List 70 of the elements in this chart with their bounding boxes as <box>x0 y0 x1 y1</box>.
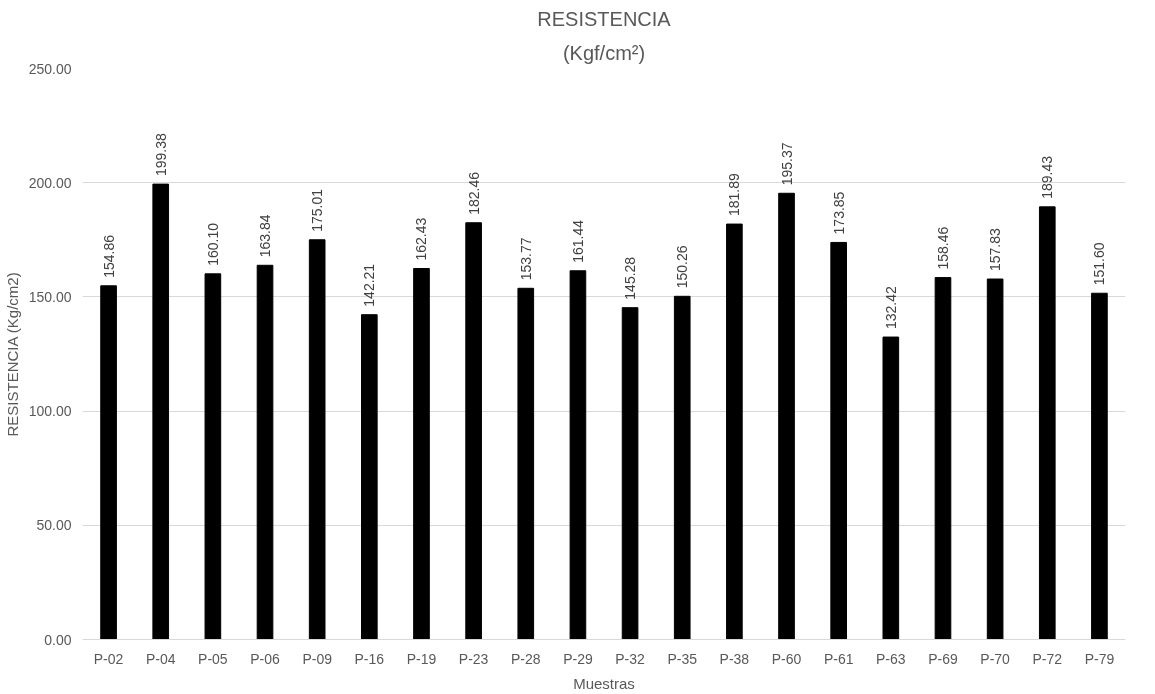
x-tick-label: P-70 <box>980 650 1011 667</box>
x-axis-title: Muestras <box>573 674 635 692</box>
bar <box>569 270 587 640</box>
x-tick-label: P-60 <box>771 650 802 667</box>
data-label: 145.28 <box>622 256 639 300</box>
chart-subtitle: (Kgf/cm²) <box>562 41 646 64</box>
y-tick-label: 250.00 <box>28 60 72 77</box>
data-label: 162.43 <box>413 217 430 261</box>
bar <box>1038 206 1056 640</box>
x-tick-label: P-05 <box>198 650 228 667</box>
bar <box>934 277 952 640</box>
data-label: 161.44 <box>569 219 586 263</box>
x-tick-label: P-63 <box>876 650 906 667</box>
x-tick-label: P-35 <box>667 650 698 667</box>
x-tick-label: P-29 <box>563 650 593 667</box>
data-label: 157.83 <box>987 227 1004 272</box>
x-tick-label: P-72 <box>1032 650 1063 667</box>
y-tick-label: 100.00 <box>28 403 72 420</box>
x-tick-label: P-04 <box>145 650 176 667</box>
data-label: 150.26 <box>674 245 691 289</box>
bar <box>673 295 691 640</box>
data-label: 158.46 <box>934 226 951 270</box>
x-tick-label: P-19 <box>406 650 437 667</box>
y-axis-title: RESISTENCIA (Kg/cm2) <box>3 272 21 437</box>
data-label: 175.01 <box>309 188 326 232</box>
data-label: 153.77 <box>517 237 534 281</box>
data-label: 132.42 <box>882 286 899 330</box>
bar <box>256 264 274 640</box>
data-label: 199.38 <box>152 133 169 177</box>
bar <box>517 287 535 640</box>
y-tick-label: 200.00 <box>28 174 72 191</box>
bar <box>100 285 117 640</box>
bar <box>361 314 378 640</box>
x-tick-label: P-61 <box>823 650 854 667</box>
x-tick-label: P-32 <box>615 650 646 667</box>
data-label: 173.85 <box>830 191 847 235</box>
bar <box>778 192 795 640</box>
x-tick-label: P-79 <box>1084 650 1115 667</box>
data-label: 160.10 <box>204 222 221 266</box>
bar <box>882 336 900 640</box>
bar <box>152 183 170 640</box>
data-label: 189.43 <box>1039 155 1056 199</box>
x-tick-label: P-16 <box>354 650 385 667</box>
data-label: 154.86 <box>100 234 117 278</box>
x-tick-label: P-23 <box>458 650 489 667</box>
bar <box>204 273 222 640</box>
data-label: 182.46 <box>465 171 482 215</box>
x-tick-label: P-38 <box>719 650 750 667</box>
y-tick-label: 50.00 <box>36 517 72 534</box>
data-label: 151.60 <box>1091 242 1108 286</box>
bar <box>726 223 743 640</box>
data-label: 195.37 <box>778 142 795 186</box>
bar <box>986 278 1004 640</box>
data-label: 163.84 <box>257 214 274 258</box>
y-tick-label: 0.00 <box>44 631 72 648</box>
x-tick-label: P-69 <box>928 650 958 667</box>
y-tick-label: 150.00 <box>28 288 72 305</box>
bar <box>308 239 326 640</box>
x-tick-label: P-06 <box>250 650 281 667</box>
bar <box>830 241 847 640</box>
data-label: 181.89 <box>726 173 743 217</box>
x-tick-label: P-02 <box>93 650 124 667</box>
bar <box>1091 292 1108 640</box>
x-tick-label: P-09 <box>302 650 333 667</box>
x-tick-label: P-28 <box>510 650 541 667</box>
bar <box>413 268 430 640</box>
bar <box>621 307 639 640</box>
chart-title: RESISTENCIA <box>537 7 672 30</box>
bar <box>465 222 482 640</box>
data-label: 142.21 <box>361 263 378 307</box>
